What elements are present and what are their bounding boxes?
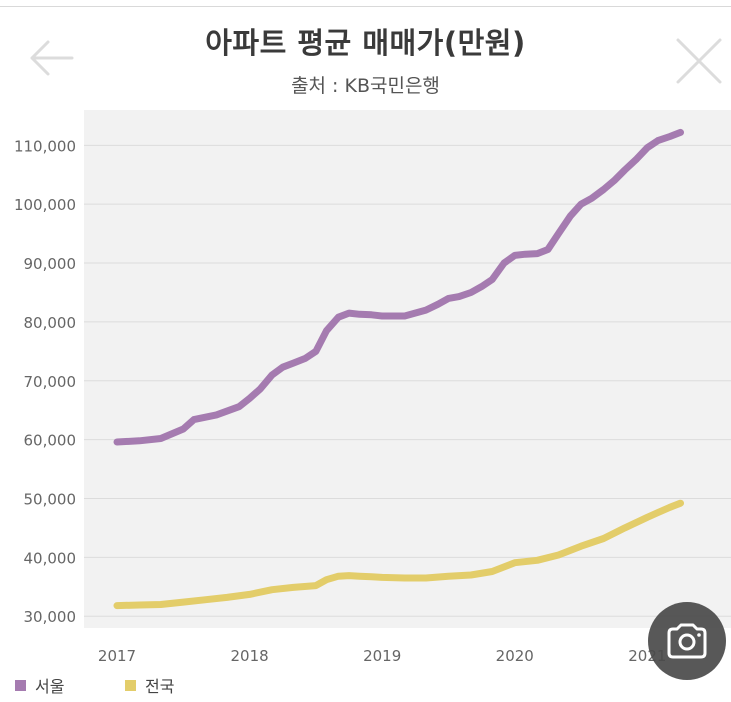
y-tick-label: 30,000 [24,608,77,626]
y-tick-label: 40,000 [24,549,77,567]
close-button[interactable] [674,36,724,84]
chart-source: 출처 : KB국민은행 [291,75,440,97]
y-tick-label: 60,000 [24,432,77,450]
legend-swatch-national [125,679,136,691]
series-line-national [113,499,684,610]
top-divider [0,6,731,7]
legend-label-national: 전국 [145,677,175,696]
x-tick-label: 2019 [363,647,401,665]
camera-icon [667,623,707,659]
y-tick-label: 110,000 [14,137,76,155]
y-tick-label: 80,000 [24,314,77,332]
y-tick-label: 100,000 [14,196,76,214]
chart-title: 아파트 평균 매매가(만원) [205,26,526,60]
x-tick-label: 2020 [496,647,534,665]
camera-button[interactable] [648,602,726,680]
y-tick-label: 90,000 [24,255,77,273]
x-tick-label: 2017 [98,647,136,665]
y-tick-label: 50,000 [24,491,77,509]
close-icon [676,38,722,84]
plot-area [84,110,731,628]
legend-swatch-seoul [15,679,26,691]
legend-label-seoul: 서울 [35,677,65,696]
legend-item-seoul: 서울 [15,672,64,698]
legend-item-national: 전국 [125,672,174,698]
arrow-left-icon [30,40,74,76]
x-tick-label: 2018 [230,647,268,665]
series-line-seoul [113,128,684,446]
back-button[interactable] [26,36,76,80]
y-tick-label: 70,000 [24,373,77,391]
